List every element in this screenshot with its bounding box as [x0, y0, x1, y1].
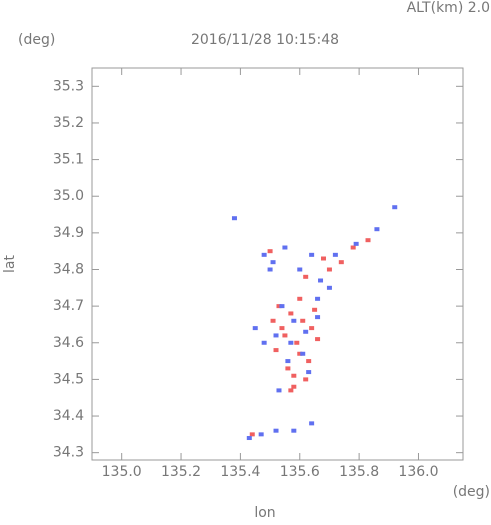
data-point — [350, 245, 356, 250]
data-point — [309, 421, 315, 426]
data-point — [270, 260, 276, 265]
data-point — [282, 333, 288, 338]
data-point — [306, 359, 312, 364]
data-point — [279, 326, 285, 331]
data-point — [291, 428, 297, 433]
data-point — [261, 340, 267, 345]
data-point — [297, 267, 303, 272]
y-tick-label: 34.3 — [53, 445, 84, 461]
data-point — [297, 351, 303, 356]
data-point — [300, 318, 306, 323]
data-point — [267, 267, 273, 272]
data-point — [282, 245, 288, 250]
data-point — [303, 274, 309, 279]
x-tick-label: 135.4 — [220, 464, 260, 480]
data-point — [303, 377, 309, 382]
y-tick-label: 35.3 — [53, 78, 84, 94]
x-tick-label: 135.8 — [339, 464, 379, 480]
data-point — [326, 267, 332, 272]
data-point — [312, 307, 318, 312]
data-point — [288, 388, 294, 393]
y-tick-label: 35.1 — [53, 152, 84, 168]
data-point — [276, 304, 282, 309]
data-point — [246, 436, 252, 441]
x-unit: (deg) — [453, 484, 490, 500]
data-point — [273, 428, 279, 433]
y-tick-label: 34.4 — [53, 408, 84, 424]
data-point — [315, 296, 321, 301]
y-tick-label: 35.0 — [53, 188, 84, 204]
data-point — [315, 337, 321, 342]
y-tick-label: 34.5 — [53, 371, 84, 387]
data-point — [332, 252, 338, 257]
x-tick-label: 136.0 — [398, 464, 438, 480]
data-point — [309, 252, 315, 257]
data-point — [374, 227, 380, 232]
data-point — [392, 205, 398, 210]
y-tick-label: 34.7 — [53, 298, 84, 314]
y-tick-label: 34.6 — [53, 335, 84, 351]
y-tick-label: 35.2 — [53, 115, 84, 131]
y-unit: (deg) — [18, 32, 55, 48]
data-point — [288, 340, 294, 345]
altitude-label: ALT(km) 2.0 — [407, 0, 490, 16]
data-point — [309, 326, 315, 331]
data-point — [273, 348, 279, 353]
data-point — [321, 256, 327, 261]
data-point — [261, 252, 267, 257]
y-tick-label: 34.9 — [53, 225, 84, 241]
x-tick-label: 135.6 — [280, 464, 320, 480]
chart-title: 2016/11/28 10:15:48 — [191, 32, 339, 48]
data-point — [267, 249, 273, 254]
data-point — [291, 384, 297, 389]
data-point — [297, 296, 303, 301]
data-point — [318, 278, 324, 283]
data-point — [249, 432, 255, 437]
data-point — [294, 340, 300, 345]
y-label: lat — [2, 255, 18, 273]
data-point — [288, 311, 294, 316]
data-point — [338, 260, 344, 265]
data-point — [300, 351, 306, 356]
x-tick-label: 135.0 — [102, 464, 142, 480]
x-tick-label: 135.2 — [161, 464, 201, 480]
plot-frame — [91, 67, 464, 461]
data-point — [258, 432, 264, 437]
x-label: lon — [254, 505, 275, 521]
data-point — [365, 238, 371, 243]
data-point — [252, 326, 258, 331]
data-point — [326, 285, 332, 290]
data-point — [276, 388, 282, 393]
data-point — [291, 318, 297, 323]
data-point — [273, 333, 279, 338]
data-point — [279, 304, 285, 309]
data-point — [270, 318, 276, 323]
data-point — [291, 373, 297, 378]
data-point — [285, 359, 291, 364]
y-tick-label: 34.8 — [53, 261, 84, 277]
data-point — [285, 366, 291, 371]
data-point — [231, 216, 237, 221]
data-point — [306, 370, 312, 375]
data-point — [303, 329, 309, 334]
data-point — [315, 315, 321, 320]
data-point — [353, 241, 359, 246]
